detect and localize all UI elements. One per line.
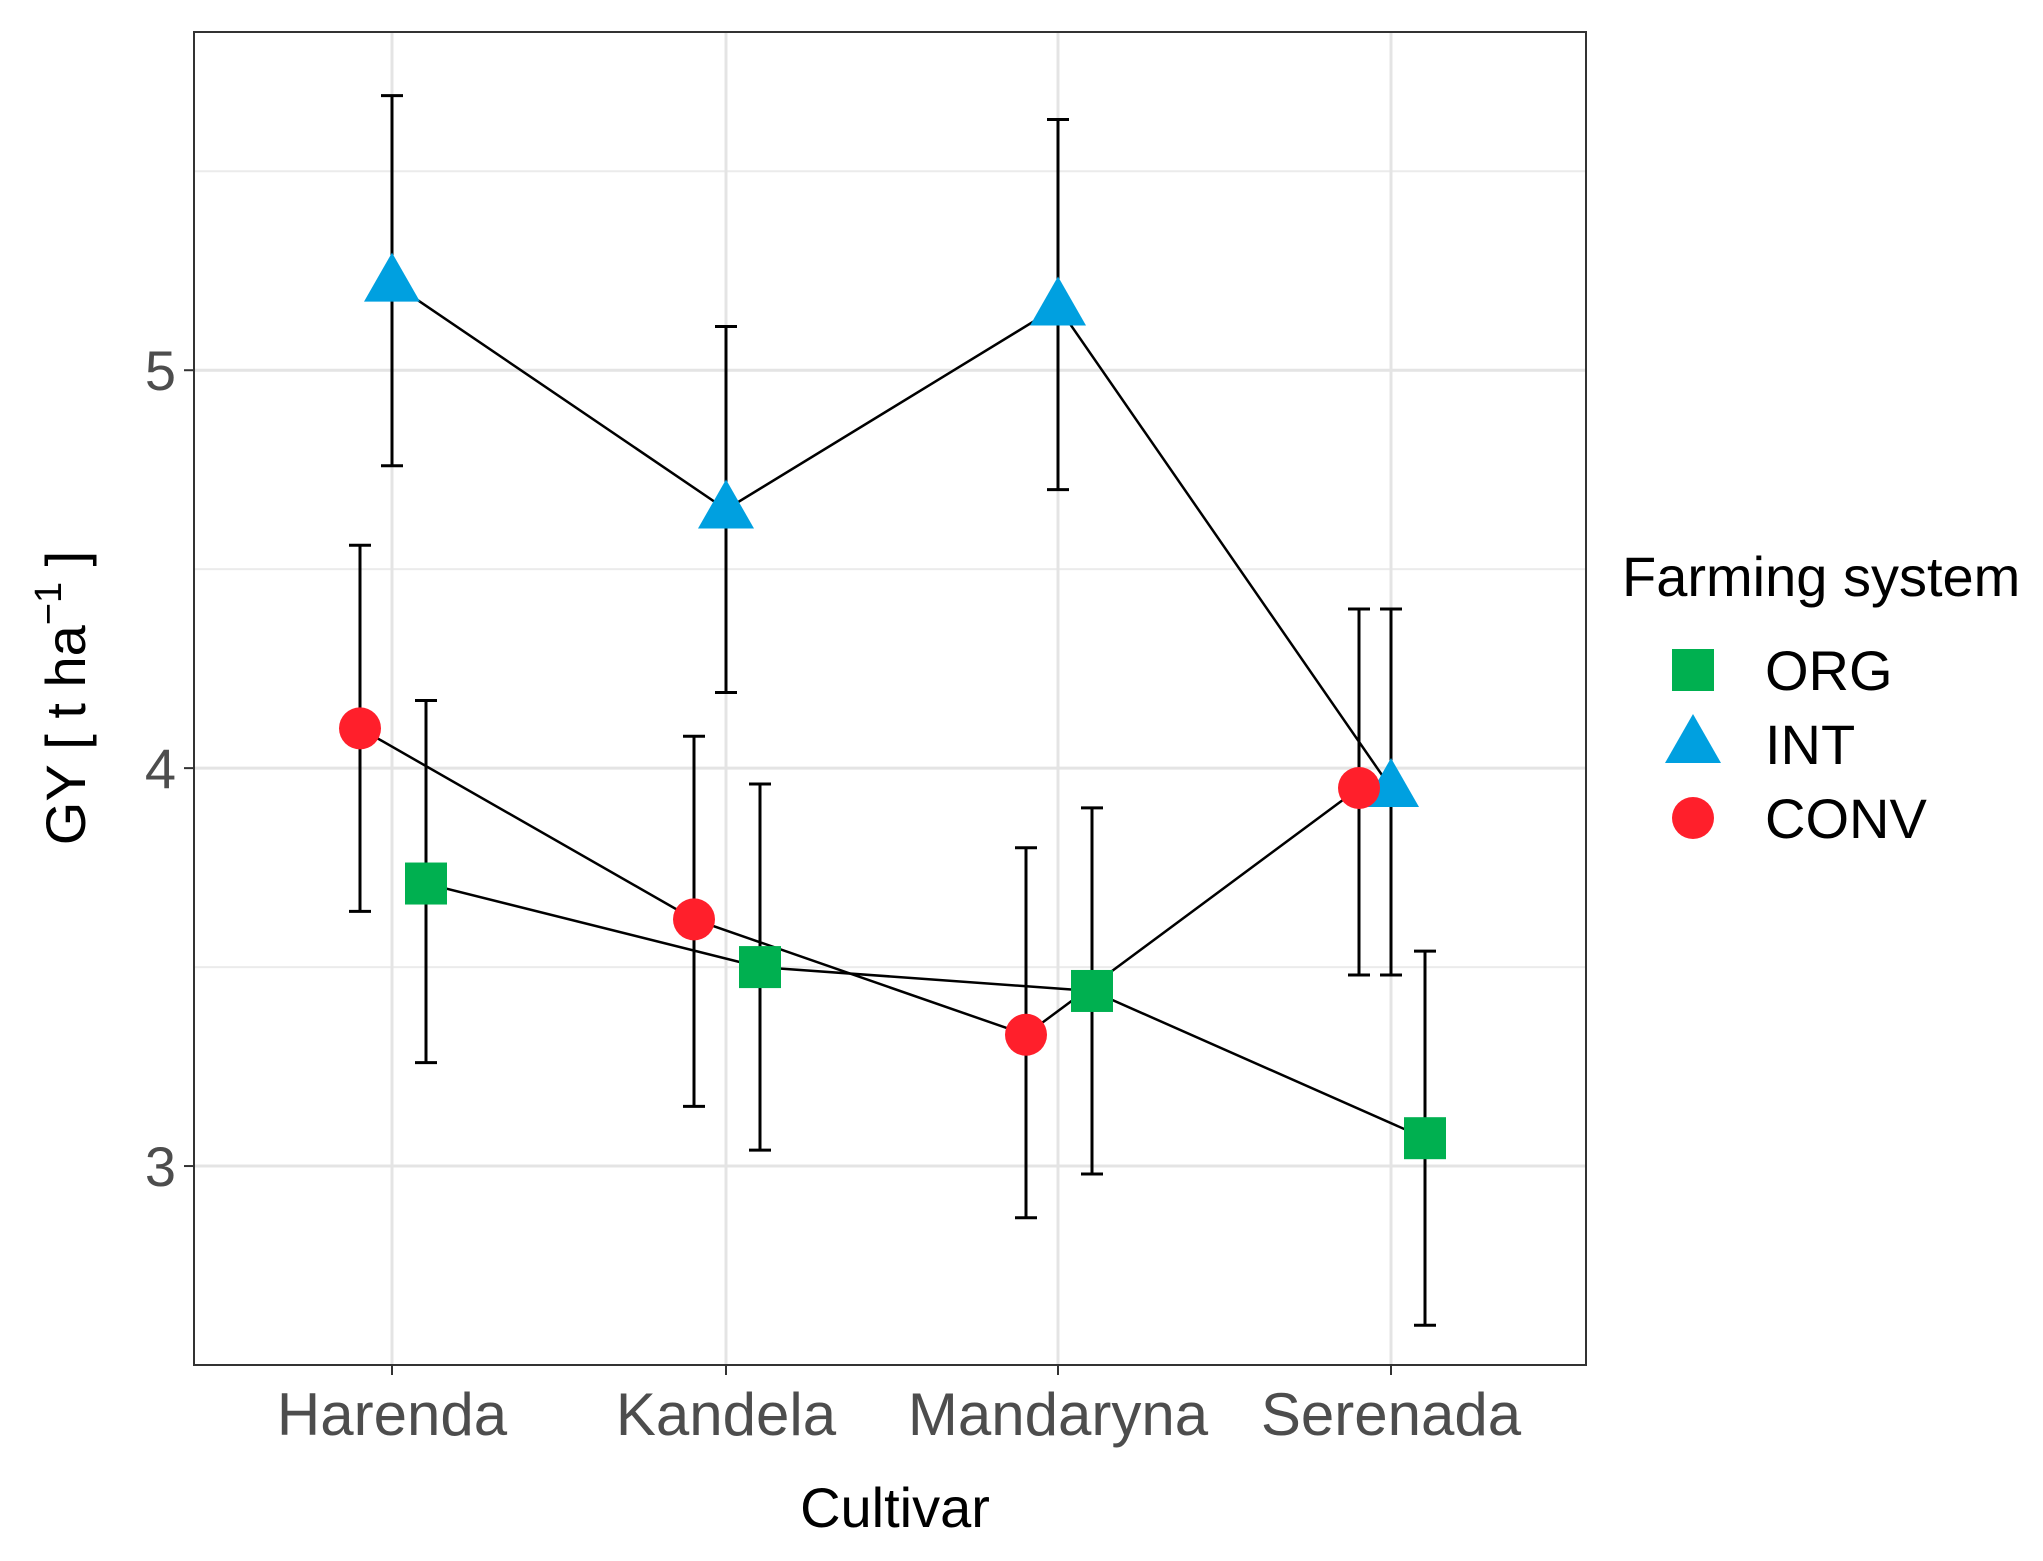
series-line-conv	[359, 727, 1360, 1037]
data-point-conv	[673, 898, 715, 941]
data-point-int	[364, 252, 420, 302]
data-point-org	[1071, 969, 1113, 1012]
y-axis-title-close: ]	[34, 551, 97, 582]
legend-key-int	[1665, 714, 1721, 763]
series-line-int	[391, 281, 1393, 789]
legend-key-org	[1672, 649, 1714, 691]
y-tick-label: 3	[145, 1135, 176, 1198]
legend-key-conv	[1672, 797, 1714, 839]
x-tick-label: Mandaryna	[908, 1381, 1209, 1448]
legend-label-conv: CONV	[1765, 787, 1927, 850]
legend-item-conv: CONV	[1672, 787, 1927, 850]
x-axis-title: Cultivar	[800, 1476, 990, 1539]
data-point-conv	[1338, 767, 1380, 810]
data-point-int	[698, 479, 754, 529]
legend-item-int: INT	[1665, 713, 1855, 776]
legend: Farming system ORG INT CONV	[1622, 545, 2020, 850]
x-tick-label: Harenda	[277, 1381, 508, 1448]
panel-border	[193, 31, 1587, 1366]
legend-title: Farming system	[1622, 545, 2020, 608]
legend-label-int: INT	[1765, 713, 1855, 776]
data-point-conv	[1005, 1013, 1047, 1056]
data-point-org	[1404, 1117, 1446, 1160]
data-point-conv	[339, 707, 381, 750]
legend-label-org: ORG	[1765, 639, 1893, 702]
x-tick-label: Serenada	[1261, 1381, 1522, 1448]
series-line-org	[425, 882, 1426, 1140]
data-points	[339, 252, 1446, 1160]
y-axis-title-main: GY [ t ha	[34, 624, 97, 845]
data-point-org	[739, 946, 781, 989]
data-point-int	[1030, 276, 1086, 326]
panel-background	[194, 32, 1586, 1365]
series-lines	[359, 281, 1426, 1140]
series-layer	[339, 94, 1446, 1327]
y-tick-label: 5	[145, 339, 176, 402]
x-tick-label: Kandela	[616, 1381, 837, 1448]
y-tick-label: 4	[145, 737, 176, 800]
legend-item-org: ORG	[1672, 639, 1893, 702]
y-axis-title: GY [ t ha−1 ]	[28, 551, 97, 845]
y-axis-title-superscript: −1	[28, 582, 70, 625]
axes: 3 4 5 Harenda Kandela Mandaryna Serenada	[145, 339, 1522, 1448]
data-point-org	[405, 862, 447, 905]
